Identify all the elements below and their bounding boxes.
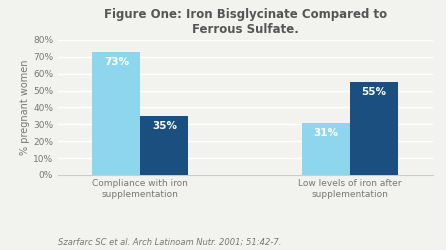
- Bar: [92, 52, 140, 175]
- Text: Szarfarc SC et al. Arch Latinoam Nutr. 2001; 51:42-7.: Szarfarc SC et al. Arch Latinoam Nutr. 2…: [58, 238, 281, 247]
- Text: 73%: 73%: [104, 57, 129, 67]
- Bar: [350, 82, 398, 175]
- Title: Figure One: Iron Bisglycinate Compared to
Ferrous Sulfate.: Figure One: Iron Bisglycinate Compared t…: [104, 8, 387, 36]
- Text: 35%: 35%: [152, 121, 177, 131]
- Bar: [140, 116, 188, 175]
- Text: 55%: 55%: [362, 87, 387, 97]
- Bar: [302, 123, 350, 175]
- Y-axis label: % pregnant women: % pregnant women: [20, 60, 30, 155]
- Text: 31%: 31%: [314, 128, 339, 138]
